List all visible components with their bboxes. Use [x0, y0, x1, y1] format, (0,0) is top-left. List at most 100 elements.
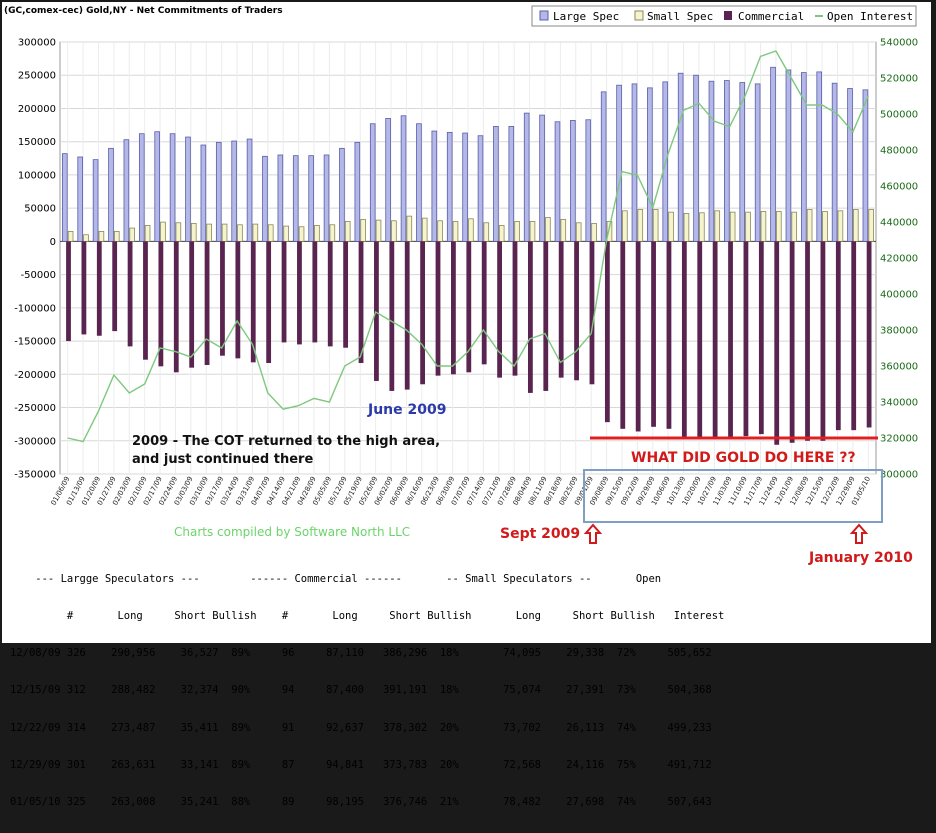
y-tick-label-left: 150000 — [18, 137, 56, 148]
bar-small-spec — [498, 225, 505, 242]
bar-small-spec — [806, 209, 813, 242]
legend-swatch-large-spec — [539, 10, 549, 21]
bar-small-spec — [853, 209, 859, 242]
legend-label-small-spec: Small Spec — [647, 10, 713, 23]
bar-commercial — [127, 241, 133, 347]
table-header-groups: --- Largge Speculators --- ------ Commer… — [10, 572, 662, 585]
bar-large-spec — [862, 89, 869, 242]
bar-large-spec — [308, 155, 314, 242]
y-tick-label-left: 250000 — [18, 71, 56, 82]
bar-small-spec — [421, 217, 428, 242]
y-tick-label-right: 360000 — [880, 362, 918, 373]
bar-commercial — [543, 241, 549, 391]
bar-commercial — [497, 241, 502, 378]
bar-small-spec — [699, 212, 705, 242]
bar-small-spec — [529, 221, 536, 242]
bar-commercial — [250, 241, 256, 363]
bar-commercial — [281, 241, 287, 343]
bar-large-spec — [600, 91, 607, 242]
bar-small-spec — [776, 211, 782, 242]
bar-commercial — [758, 241, 764, 435]
gold-question-label: WHAT DID GOLD DO HERE ?? — [631, 450, 856, 466]
bar-large-spec — [631, 83, 638, 242]
bar-small-spec — [452, 221, 459, 242]
bar-small-spec — [514, 221, 520, 242]
bar-commercial — [728, 241, 733, 437]
bar-small-spec — [298, 226, 305, 242]
y-tick-label-left: -50000 — [21, 270, 56, 281]
y-tick-label-left: -300000 — [14, 436, 56, 447]
bar-small-spec — [344, 221, 351, 242]
bar-large-spec — [739, 82, 746, 242]
bar-commercial — [173, 241, 179, 373]
legend-label-large-spec: Large Spec — [553, 10, 619, 23]
bar-commercial — [66, 241, 71, 342]
open-interest-series — [67, 50, 869, 443]
table-row: 12/22/09 314 273,487 35,411 89% 91 92,63… — [10, 721, 712, 734]
bar-small-spec — [745, 211, 751, 242]
bar-large-spec — [446, 131, 453, 242]
bar-small-spec — [360, 219, 366, 242]
bar-small-spec — [837, 210, 844, 242]
y-tick-label-right: 480000 — [880, 146, 918, 157]
bar-small-spec — [791, 211, 798, 242]
y-tick-label-left: -250000 — [14, 403, 56, 414]
arrow-up-icon — [849, 523, 869, 544]
june-2009-label: June 2009 — [367, 402, 446, 418]
bar-commercial — [235, 241, 241, 359]
bar-small-spec — [206, 223, 212, 242]
bar-large-spec — [554, 121, 561, 242]
bar-large-spec — [92, 159, 99, 242]
table-row: 12/15/09 312 288,482 32,374 90% 94 87,40… — [10, 684, 712, 697]
y-tick-label-left: -100000 — [14, 303, 56, 314]
bar-large-spec — [123, 139, 130, 242]
bar-large-spec — [831, 82, 838, 242]
bar-small-spec — [406, 215, 413, 242]
bar-small-spec — [545, 217, 551, 242]
bar-commercial — [435, 241, 441, 376]
legend: Large Spec Small Spec Commercial Open In… — [531, 5, 917, 27]
y-tick-label-right: 440000 — [880, 218, 918, 229]
bar-small-spec — [868, 209, 875, 242]
bar-commercial — [481, 241, 487, 365]
bar-large-spec — [246, 138, 253, 242]
bar-small-spec — [98, 231, 105, 242]
y-tick-label-right: 400000 — [880, 290, 918, 301]
bar-large-spec — [61, 153, 68, 242]
bar-commercial — [666, 241, 672, 429]
bar-commercial — [589, 241, 595, 385]
y-tick-label-left: 50000 — [24, 204, 56, 215]
bar-large-spec — [508, 126, 515, 242]
bar-commercial — [774, 241, 780, 445]
bar-small-spec — [267, 224, 274, 242]
y-tick-label-right: 520000 — [880, 74, 918, 85]
bar-large-spec — [493, 126, 499, 242]
bar-commercial — [389, 241, 395, 391]
line-open-interest — [67, 50, 869, 443]
bar-commercial — [220, 241, 225, 356]
bar-large-spec — [416, 123, 422, 242]
bar-large-spec — [801, 72, 807, 242]
bar-commercial — [143, 241, 148, 360]
credit-label: Charts compiled by Software North LLC — [174, 525, 410, 539]
bar-small-spec — [575, 222, 582, 242]
bar-commercial — [358, 241, 364, 364]
bar-commercial — [81, 241, 87, 335]
bar-small-spec — [591, 223, 597, 242]
bar-large-spec — [754, 83, 761, 242]
y-tick-label-right: 340000 — [880, 398, 918, 409]
bar-small-spec — [375, 219, 382, 242]
bar-commercial — [712, 241, 718, 438]
y-tick-label-left: 300000 — [18, 38, 56, 49]
bar-commercial — [96, 241, 102, 336]
legend-swatch-small-spec — [634, 10, 644, 21]
table-header-columns: # Long Short Bullish # Long Short Bullis… — [10, 610, 725, 623]
bar-large-spec — [585, 119, 592, 242]
bar-commercial — [466, 241, 472, 373]
bar-large-spec — [708, 80, 715, 242]
bar-large-spec — [77, 156, 83, 242]
bar-small-spec — [221, 223, 228, 242]
bar-large-spec — [693, 74, 699, 242]
bar-small-spec — [83, 234, 89, 242]
y-tick-label-left: 100000 — [18, 170, 56, 181]
